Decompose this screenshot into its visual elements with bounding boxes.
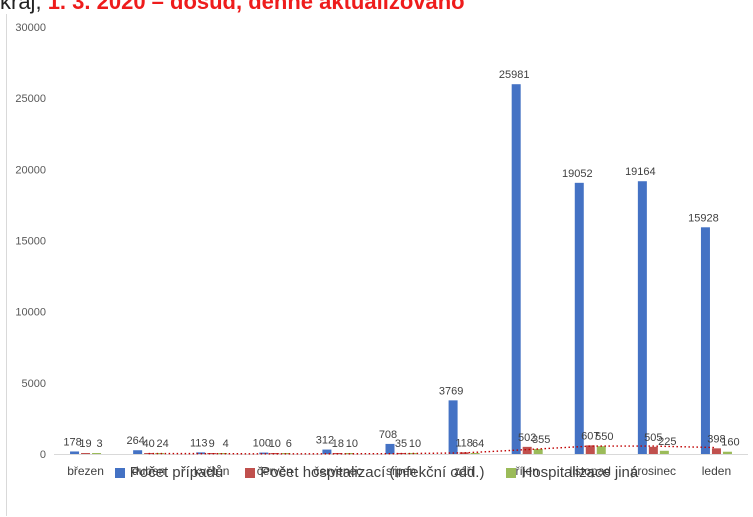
legend-item-hosp-infect: Počet hospitalizací (infekční odd.) — [245, 464, 484, 481]
data-label-hosp-other: 24 — [157, 438, 169, 450]
bar-hosp-infect — [459, 452, 469, 454]
legend-swatch-cases — [114, 467, 125, 478]
chart-frame — [6, 14, 752, 516]
legend-label-hosp-infect: Počet hospitalizací (infekční odd.) — [260, 464, 485, 481]
data-label-hosp-infect: 19 — [79, 438, 91, 450]
bar-cases — [700, 227, 710, 454]
x-category-label: říjen — [516, 464, 539, 478]
data-label-cases: 264 — [126, 435, 144, 447]
data-label-cases: 100 — [253, 438, 271, 450]
data-label-cases: 19164 — [625, 166, 656, 178]
data-label-hosp-infect: 40 — [143, 438, 155, 450]
data-label-hosp-other: 64 — [472, 438, 484, 450]
data-label-cases: 19052 — [562, 168, 593, 180]
x-category-label: březen — [67, 464, 104, 478]
bar-hosp-infect — [81, 453, 91, 454]
bar-hosp-infect — [711, 448, 721, 454]
y-tick-label: 30000 — [15, 22, 46, 34]
bar-cases — [133, 450, 143, 454]
data-label-hosp-infect: 607 — [581, 430, 599, 442]
data-label-hosp-other: 160 — [721, 437, 739, 449]
data-label-cases: 708 — [379, 429, 397, 441]
y-tick-label: 5000 — [22, 378, 46, 390]
bar-cases — [70, 451, 80, 454]
bar-hosp-infect — [207, 453, 217, 454]
chart-title-strip: kraj, 1. 3. 2020 – dosud, denně aktualiz… — [0, 0, 465, 14]
legend-label-hosp-other: Hospitalizace jiná — [521, 464, 639, 481]
legend-swatch-hosp-other — [506, 467, 517, 478]
data-label-hosp-other: 4 — [223, 438, 229, 450]
bar-hosp-other — [407, 453, 417, 454]
data-label-hosp-infect: 118 — [455, 437, 473, 449]
bar-cases — [637, 181, 647, 454]
y-tick-label: 25000 — [15, 93, 46, 105]
bar-hosp-infect — [522, 446, 532, 454]
bar-hosp-other — [218, 453, 228, 454]
bar-hosp-other — [659, 450, 669, 454]
x-category-label: prosinec — [631, 464, 676, 478]
legend-label-cases: Počet případů — [129, 464, 224, 481]
bar-hosp-other — [92, 453, 102, 454]
y-tick-label: 10000 — [15, 307, 46, 319]
bar-cases — [574, 182, 584, 454]
bar-hosp-other — [533, 448, 543, 454]
bar-cases — [511, 84, 521, 454]
legend-swatch-hosp-infect — [245, 467, 256, 478]
y-tick-label: 15000 — [15, 236, 46, 248]
bar-hosp-other — [596, 446, 606, 454]
data-label-hosp-infect: 398 — [707, 433, 725, 445]
bar-cases — [259, 452, 269, 454]
y-tick-label: 20000 — [15, 164, 46, 176]
data-label-hosp-other: 10 — [409, 438, 421, 450]
bar-hosp-infect — [648, 446, 658, 454]
x-category-label: červen — [257, 464, 293, 478]
bar-hosp-infect — [585, 445, 595, 454]
bar-hosp-other — [155, 453, 165, 454]
x-category-label: červenec — [314, 464, 363, 478]
title-date-range: 1. 3. 2020 – dosud, denně aktualizováno — [47, 0, 465, 14]
bar-cases — [385, 443, 395, 454]
x-category-label: leden — [702, 464, 731, 478]
legend-item-hosp-other: Hospitalizace jiná — [506, 464, 638, 481]
data-label-hosp-infect: 18 — [332, 438, 344, 450]
x-category-label: květen — [194, 464, 229, 478]
title-prefix: kraj, — [0, 0, 42, 14]
data-label-hosp-other: 6 — [286, 438, 292, 450]
bar-hosp-other — [722, 451, 732, 454]
data-label-hosp-infect: 502 — [518, 432, 536, 444]
x-category-label: listopad — [570, 464, 611, 478]
bar-hosp-infect — [144, 453, 154, 454]
data-label-hosp-infect: 505 — [644, 432, 662, 444]
bar-cases — [448, 400, 458, 454]
data-label-hosp-other: 3 — [96, 438, 102, 450]
data-label-hosp-other: 10 — [346, 438, 358, 450]
data-label-hosp-other: 550 — [595, 431, 613, 443]
data-label-hosp-infect: 10 — [269, 438, 281, 450]
bar-hosp-other — [470, 453, 480, 454]
chart-legend: Počet případů Počet hospitalizací (infek… — [0, 464, 753, 481]
data-label-cases: 3769 — [439, 385, 463, 397]
x-category-label: duben — [132, 464, 165, 478]
data-label-cases: 312 — [316, 435, 334, 447]
data-label-hosp-other: 225 — [658, 436, 676, 448]
x-category-label: srpen — [386, 464, 416, 478]
data-label-cases: 15928 — [688, 212, 719, 224]
trendline-hosp-infect — [148, 445, 717, 455]
bar-cases — [322, 449, 332, 454]
y-tick-label: 0 — [40, 449, 46, 461]
legend-item-cases: Počet případů — [114, 464, 224, 481]
data-label-cases: 25981 — [499, 69, 530, 81]
data-label-hosp-other: 355 — [532, 434, 550, 446]
bar-hosp-infect — [270, 453, 280, 454]
data-label-cases: 113 — [190, 437, 208, 449]
data-label-hosp-infect: 9 — [209, 438, 215, 450]
data-label-cases: 178 — [63, 436, 81, 448]
x-category-label: září — [454, 464, 475, 478]
data-label-hosp-infect: 35 — [395, 438, 407, 450]
